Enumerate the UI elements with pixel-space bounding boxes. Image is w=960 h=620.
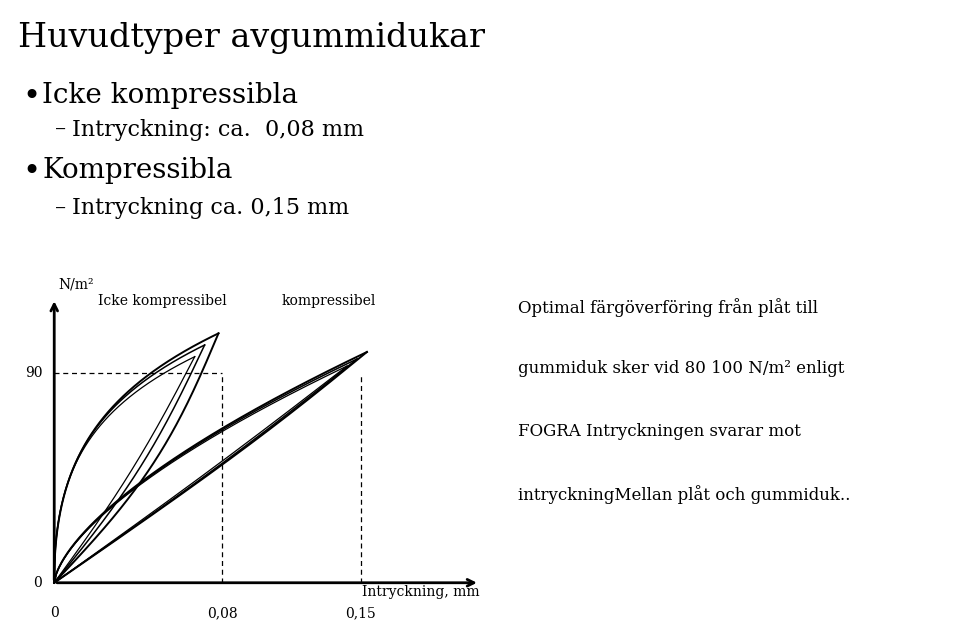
Text: FOGRA Intryckningen svarar mot: FOGRA Intryckningen svarar mot xyxy=(518,423,802,440)
Text: Kompressibla: Kompressibla xyxy=(42,157,232,184)
Text: –: – xyxy=(55,197,66,219)
Text: 90: 90 xyxy=(25,366,42,380)
Text: kompressibel: kompressibel xyxy=(282,294,376,308)
Text: Icke kompressibla: Icke kompressibla xyxy=(42,82,298,109)
Text: •: • xyxy=(22,157,40,188)
Text: 0: 0 xyxy=(34,576,42,590)
Text: –: – xyxy=(55,119,66,141)
Text: Intryckning, mm: Intryckning, mm xyxy=(362,585,480,599)
Text: Huvudtyper avgummidukar: Huvudtyper avgummidukar xyxy=(18,22,485,54)
Text: Icke kompressibel: Icke kompressibel xyxy=(98,294,227,308)
Text: gummiduk sker vid 80 100 N/m² enligt: gummiduk sker vid 80 100 N/m² enligt xyxy=(518,360,845,377)
Text: •: • xyxy=(22,82,40,113)
Text: N/m²: N/m² xyxy=(59,277,94,291)
Text: 0,15: 0,15 xyxy=(346,606,376,620)
Text: Optimal färgöverföring från plåt till: Optimal färgöverföring från plåt till xyxy=(518,298,818,316)
Text: 0,08: 0,08 xyxy=(207,606,238,620)
Text: intryckningMellan plåt och gummiduk..: intryckningMellan plåt och gummiduk.. xyxy=(518,485,851,504)
Text: 0: 0 xyxy=(50,606,59,620)
Text: Intryckning ca. 0,15 mm: Intryckning ca. 0,15 mm xyxy=(72,197,349,219)
Text: Intryckning: ca.  0,08 mm: Intryckning: ca. 0,08 mm xyxy=(72,119,364,141)
